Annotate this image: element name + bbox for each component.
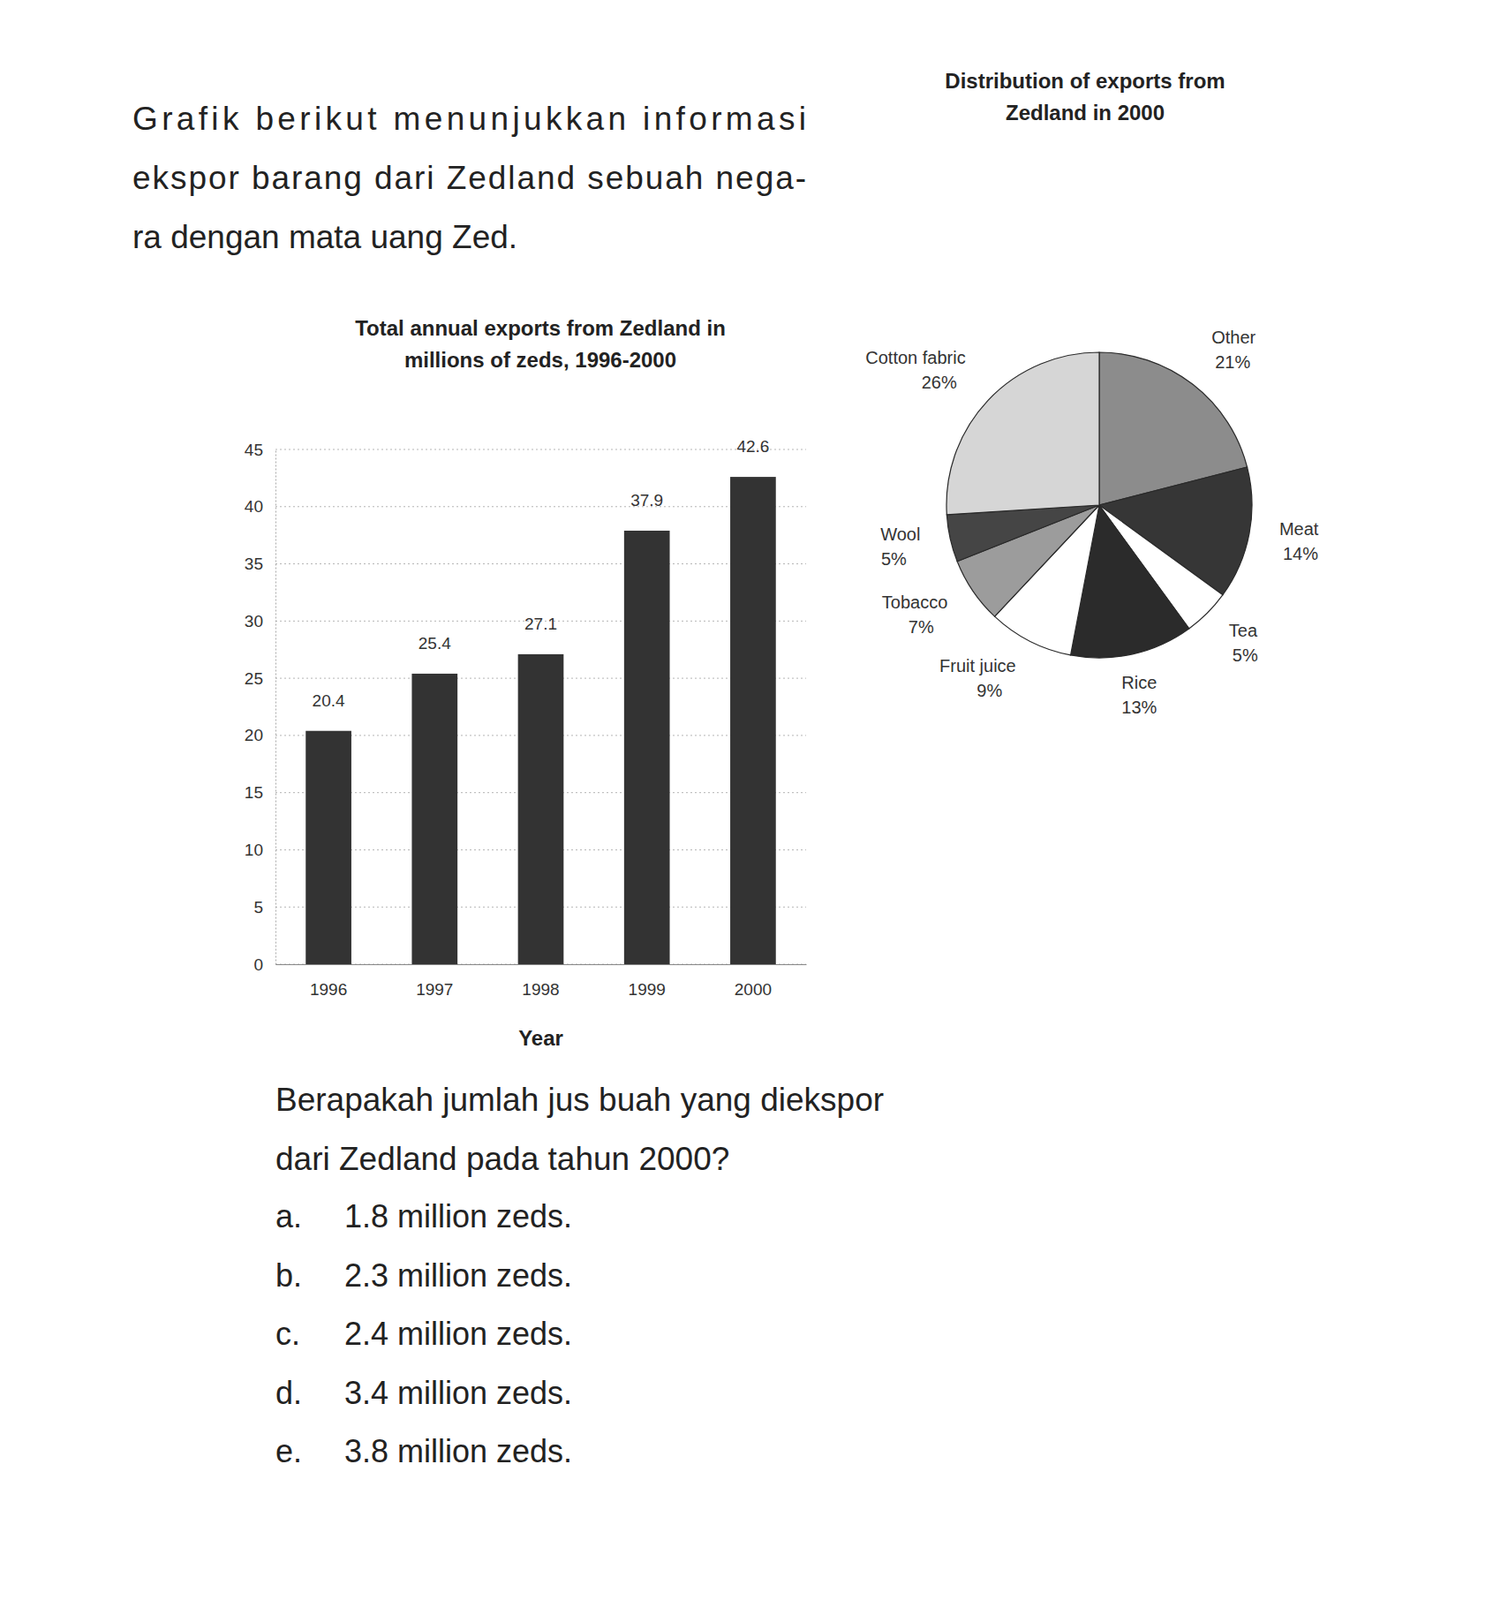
bar: [305, 731, 352, 965]
slice-name: Meat: [1279, 519, 1320, 539]
x-axis-title: Year: [518, 1025, 564, 1050]
slice-name: Wool: [880, 524, 920, 544]
slice-name: Rice: [1121, 672, 1157, 693]
x-tick-label: 2000: [734, 980, 772, 999]
data-label: 25.4: [418, 633, 452, 653]
y-tick-label: 0: [253, 955, 264, 974]
x-tick: 1996: [309, 964, 347, 999]
x-tick-label: 1997: [415, 980, 453, 999]
y-tick: 45: [244, 440, 276, 460]
bar-chart: Total annual exports from Zedland inmill…: [244, 316, 807, 1050]
option-text: 1.8 million zeds.: [344, 1198, 573, 1235]
x-tick-label: 1998: [521, 980, 559, 999]
bar: [624, 530, 671, 965]
question-line: Berapakah jumlah jus buah yang diekspor: [275, 1081, 884, 1118]
slice-value: 26%: [921, 372, 958, 393]
slice-name: Tobacco: [882, 592, 949, 612]
slice-labels: Other 21% Meat 14% Tea 5% Rice 13% Fruit juice 9%…: [865, 327, 1320, 717]
slice: [946, 352, 1100, 515]
y-tick: 5: [253, 897, 276, 917]
y-tick-label: 20: [244, 725, 264, 745]
slice-name: Tea: [1229, 620, 1259, 641]
bar: [411, 673, 458, 965]
y-tick-label: 25: [244, 669, 264, 688]
option-letter: a.: [275, 1198, 302, 1235]
y-tick: 20: [244, 725, 276, 745]
intro-line: ra dengan mata uang Zed.: [132, 218, 518, 256]
chart-title: Distribution of exports fromZedland in 2…: [944, 68, 1225, 125]
option-letter: d.: [275, 1374, 302, 1411]
grid-line: [275, 505, 807, 507]
grid-line: [275, 563, 807, 565]
x-tick: 1997: [415, 964, 453, 999]
slice-value: 7%: [908, 617, 935, 637]
x-tick: 1999: [628, 964, 666, 999]
y-tick-label: 5: [253, 897, 264, 917]
intro: Grafik berikut menunjukkan informasi eksp…: [132, 100, 807, 256]
y-tick: 30: [244, 611, 276, 631]
option-letter: b.: [275, 1257, 302, 1294]
option-text: 2.3 million zeds.: [344, 1257, 573, 1294]
slice-name: Cotton fabric: [865, 347, 966, 368]
slices: [946, 352, 1252, 658]
option-letter: e.: [275, 1432, 302, 1470]
x-tick-label: 1996: [309, 980, 347, 999]
slice-value: 13%: [1121, 697, 1157, 717]
slice-value: 5%: [881, 549, 907, 569]
chart-title: Total annual exports from Zedland inmill…: [354, 316, 726, 372]
data-label: 20.4: [312, 691, 346, 710]
bar: [730, 476, 777, 965]
slice-name: Fruit juice: [939, 656, 1017, 676]
y-tick: 25: [244, 669, 276, 688]
slice-name: Other: [1211, 327, 1256, 347]
option-letter: c.: [275, 1315, 301, 1352]
y-tick: 15: [244, 783, 276, 802]
y-tick-label: 30: [244, 611, 264, 631]
x-axis-line: [276, 964, 807, 966]
y-axis: 0 5 10 15 20 25 30 35 40 45: [244, 440, 277, 974]
slice-value: 5%: [1232, 645, 1259, 665]
option-text: 3.8 million zeds.: [344, 1432, 573, 1470]
y-tick-label: 10: [244, 840, 264, 860]
grid-line: [275, 449, 807, 451]
bar: [518, 654, 565, 965]
question: Berapakah jumlah jus buah yang diekspor d…: [275, 1081, 884, 1470]
grid: [275, 449, 807, 965]
x-tick-label: 1999: [628, 980, 666, 999]
x-tick: 2000: [734, 964, 772, 999]
y-tick-label: 45: [244, 440, 264, 460]
pie-chart: Distribution of exports fromZedland in 2…: [865, 68, 1320, 717]
data-labels: 20.4 25.4 27.1 37.9 42.6: [312, 437, 770, 710]
y-tick: 40: [244, 497, 276, 516]
option-text: 3.4 million zeds.: [344, 1374, 573, 1411]
data-label: 27.1: [524, 614, 558, 634]
y-tick: 35: [244, 554, 276, 574]
data-label: 37.9: [630, 490, 664, 510]
data-label: 42.6: [736, 437, 770, 456]
y-tick-label: 15: [244, 783, 264, 802]
y-axis-line: [275, 450, 277, 966]
page: Grafik berikut menunjukkan informasi eksp…: [0, 0, 1493, 1600]
y-tick: 0: [253, 955, 276, 974]
bars: [305, 476, 776, 965]
intro-line: Grafik berikut menunjukkan informasi: [132, 100, 807, 137]
slice-value: 21%: [1214, 352, 1251, 372]
intro-line: ekspor barang dari Zedland sebuah nega-: [132, 159, 807, 197]
y-tick: 10: [244, 840, 276, 860]
slice-value: 14%: [1282, 543, 1319, 564]
x-axis: 1996 1997 1998 1999 2000: [276, 964, 807, 999]
slice-value: 9%: [976, 680, 1003, 701]
question-line: dari Zedland pada tahun 2000?: [275, 1140, 730, 1177]
y-tick-label: 35: [244, 554, 264, 574]
option-text: 2.4 million zeds.: [344, 1315, 573, 1352]
x-tick: 1998: [521, 964, 559, 999]
y-tick-label: 40: [244, 497, 264, 516]
